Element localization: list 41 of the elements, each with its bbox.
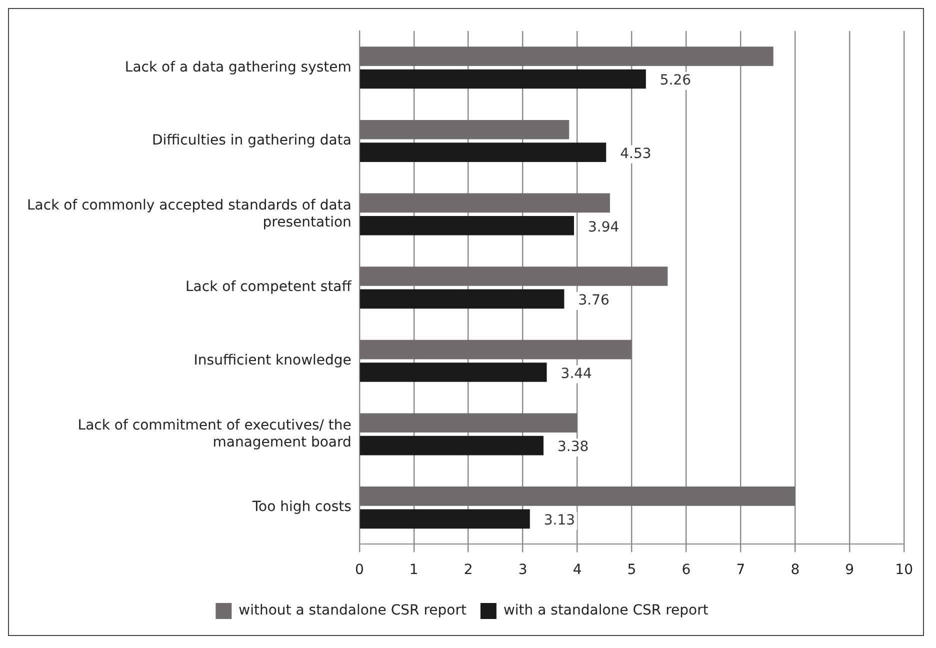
y-tick-label: Insufficient knowledge	[194, 352, 352, 369]
x-tick-label: 1	[409, 562, 418, 578]
data-label: 3.94	[588, 219, 620, 236]
x-tick-label: 0	[354, 562, 364, 578]
legend-label: without a standalone CSR report	[238, 602, 467, 619]
x-tick-label: 4	[572, 562, 582, 578]
bar	[360, 69, 646, 89]
y-tick-label: Difficulties in gathering data	[152, 132, 352, 149]
bar	[360, 509, 530, 529]
data-label: 3.38	[558, 439, 589, 456]
y-tick-label: Lack of a data gathering system	[124, 59, 352, 76]
bar	[360, 193, 610, 213]
bar	[360, 266, 668, 286]
bar	[360, 46, 774, 66]
bar	[360, 340, 632, 360]
bar	[360, 216, 574, 236]
data-label: 5.26	[660, 72, 692, 89]
x-tick-label: 3	[518, 562, 528, 578]
data-label: 3.76	[578, 292, 610, 309]
bar	[360, 289, 564, 309]
bar	[360, 120, 570, 140]
x-tick-label: 9	[845, 562, 854, 578]
data-label: 3.44	[560, 366, 592, 382]
data-label: 3.13	[544, 512, 576, 529]
y-tick-label: Lack of commonly accepted standards of data presentation	[26, 198, 352, 230]
bar	[360, 362, 547, 382]
x-tick-label: 8	[790, 562, 800, 578]
bar	[360, 436, 544, 456]
data-label: 4.53	[620, 146, 652, 162]
legend-label: with a standalone CSR report	[503, 602, 709, 619]
y-tick-label: Too high costs	[251, 499, 352, 516]
x-tick-label: 10	[895, 562, 914, 578]
x-tick-label: 6	[682, 562, 691, 578]
x-tick-label: 2	[464, 562, 473, 578]
bar	[360, 142, 606, 162]
x-tick-label: 7	[736, 562, 746, 578]
bar	[360, 413, 578, 433]
bar	[360, 486, 796, 506]
y-tick-label: Lack of competent staff	[186, 279, 352, 296]
y-tick-label: Lack of commitment of executives/ the management board	[78, 417, 352, 450]
x-tick-label: 5	[627, 562, 636, 578]
